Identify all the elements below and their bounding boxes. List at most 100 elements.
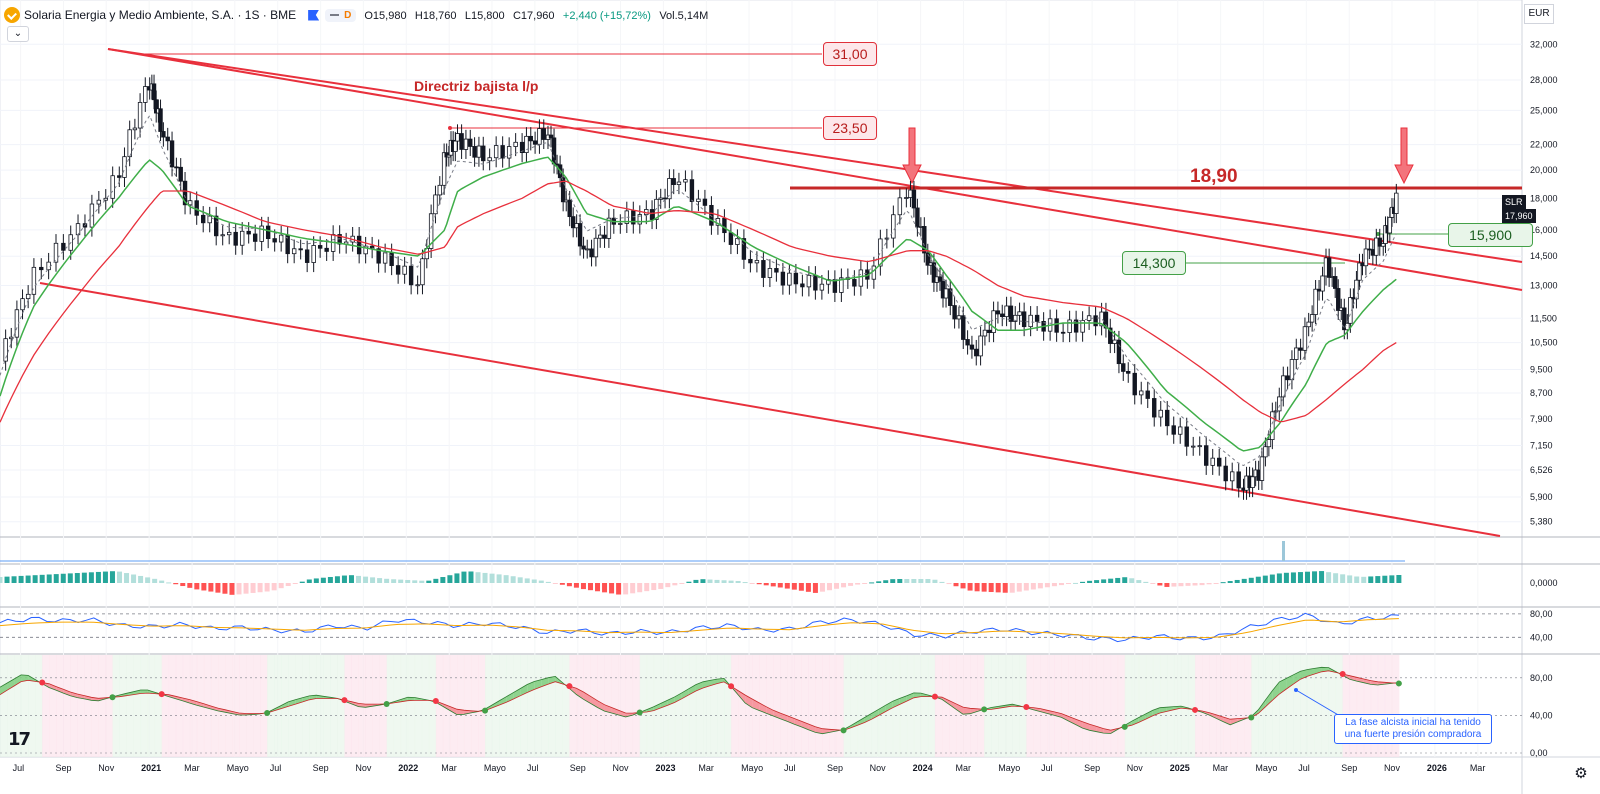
flag-icon[interactable] [308, 9, 320, 21]
candle-up [1230, 471, 1235, 482]
macd-bar [313, 578, 319, 583]
candle-down [1342, 307, 1347, 331]
osc-regime-bg [428, 655, 437, 757]
macd-bar [377, 578, 383, 583]
price-axis-label: 28,000 [1530, 75, 1558, 85]
level-14300-label[interactable]: 14,300 [1122, 251, 1186, 275]
currency-button[interactable]: EUR [1524, 4, 1554, 24]
macd-bar [841, 583, 847, 588]
osc-regime-bg [857, 655, 866, 757]
candle-down [472, 146, 477, 158]
osc-regime-bg [920, 655, 929, 757]
macd-bar [124, 573, 130, 583]
time-axis-label: Mar [1470, 763, 1486, 773]
osc-regime-bg [239, 655, 247, 757]
candle-up [982, 329, 988, 337]
time-axis-label: Mayo [227, 763, 249, 773]
osc-regime-bg [717, 655, 725, 757]
price-axis-label: 5,380 [1530, 517, 1553, 527]
osc-regime-bg [478, 655, 486, 757]
osc-regime-bg [499, 655, 507, 757]
candle-up [1289, 359, 1295, 381]
osc-cross-dot [728, 683, 735, 690]
macd-bar [159, 580, 165, 583]
candle-down [252, 233, 258, 242]
mode-pill[interactable]: D [325, 8, 357, 22]
collapse-legend-button[interactable]: ⌄ [7, 26, 29, 42]
osc-fill [168, 694, 176, 699]
osc-regime-bg [1223, 655, 1231, 757]
osc-fill [358, 703, 366, 708]
candle-up [1158, 409, 1163, 418]
macd-bar [763, 583, 769, 586]
trend-label[interactable]: Directriz bajista l/p [414, 78, 539, 94]
macd-bar [911, 579, 917, 583]
osc-fill [189, 699, 197, 706]
macd-bar [819, 583, 825, 592]
tradingview-logo-icon[interactable]: 17 [8, 729, 31, 750]
price-axis-label: 18,000 [1530, 193, 1558, 203]
candle-up [1259, 456, 1265, 481]
osc-fill [1068, 716, 1076, 725]
rsi-signal-line [0, 618, 1399, 639]
candle-down [925, 252, 930, 266]
osc-regime-bg [569, 655, 577, 757]
candle-up [259, 225, 264, 242]
osc-line-b [0, 670, 1399, 731]
macd-bar [890, 579, 896, 583]
candle-down [948, 288, 953, 306]
time-axis-label: Mayo [484, 763, 506, 773]
macd-bar [1044, 583, 1050, 588]
level-23-label[interactable]: 23,50 [823, 116, 877, 140]
candle-down [1021, 311, 1027, 328]
macd-bar [1276, 573, 1282, 583]
candle-down [995, 310, 1001, 315]
osc-fill [1265, 690, 1273, 707]
note-line-1: La fase alcista inicial ha tenido [1345, 717, 1481, 728]
note-callout[interactable]: La fase alcista inicial ha tenido una fu… [1334, 714, 1492, 744]
osc-regime-bg [70, 655, 78, 757]
candle-up [127, 129, 132, 158]
ohlc-low: L15,800 [464, 10, 505, 22]
osc-regime-bg [1166, 655, 1175, 757]
candle-up [806, 274, 812, 288]
candle-down [1165, 409, 1170, 427]
candle-up [891, 214, 896, 239]
candle-up [1374, 237, 1379, 256]
osc-regime-bg [231, 655, 240, 757]
macd-bar [623, 583, 629, 595]
osc-fill [1061, 713, 1069, 721]
time-axis-label: Sep [313, 763, 329, 773]
osc-regime-bg [688, 655, 697, 757]
candle-up [382, 252, 388, 264]
sma-slow-line [0, 180, 1397, 423]
gear-icon[interactable]: ⚙ [1574, 765, 1588, 782]
macd-bar [412, 580, 418, 583]
time-axis-label: 2025 [1170, 763, 1190, 773]
candle-down [1060, 331, 1066, 334]
price-axis-label: 8,700 [1530, 388, 1553, 398]
ohlc-close: C17,960 [512, 10, 555, 22]
candle-up [1210, 457, 1215, 466]
level-1890-label[interactable]: 18,90 [1190, 166, 1238, 187]
osc-fill [688, 684, 696, 695]
level-31-label[interactable]: 31,00 [823, 42, 877, 66]
candle-down [813, 274, 818, 291]
level-15900-label[interactable]: 15,900 [1448, 223, 1533, 247]
candle-up [1004, 305, 1009, 318]
candle-up [1348, 297, 1353, 324]
osc-regime-bg [42, 655, 50, 757]
candle-down [182, 180, 188, 206]
symbol-title[interactable]: Solaria Energia y Medio Ambiente, S.A. ·… [24, 8, 297, 22]
candle-up [667, 178, 672, 200]
candle-down [324, 247, 329, 252]
osc-regime-bg [766, 655, 774, 757]
osc-regime-bg [14, 655, 22, 757]
osc-regime-bg [288, 655, 296, 757]
macd-bar [145, 577, 151, 583]
macd-bar [609, 583, 615, 594]
osc-regime-bg [1110, 655, 1119, 757]
candle-up [1357, 262, 1362, 281]
osc-cross-dot [1023, 704, 1030, 711]
